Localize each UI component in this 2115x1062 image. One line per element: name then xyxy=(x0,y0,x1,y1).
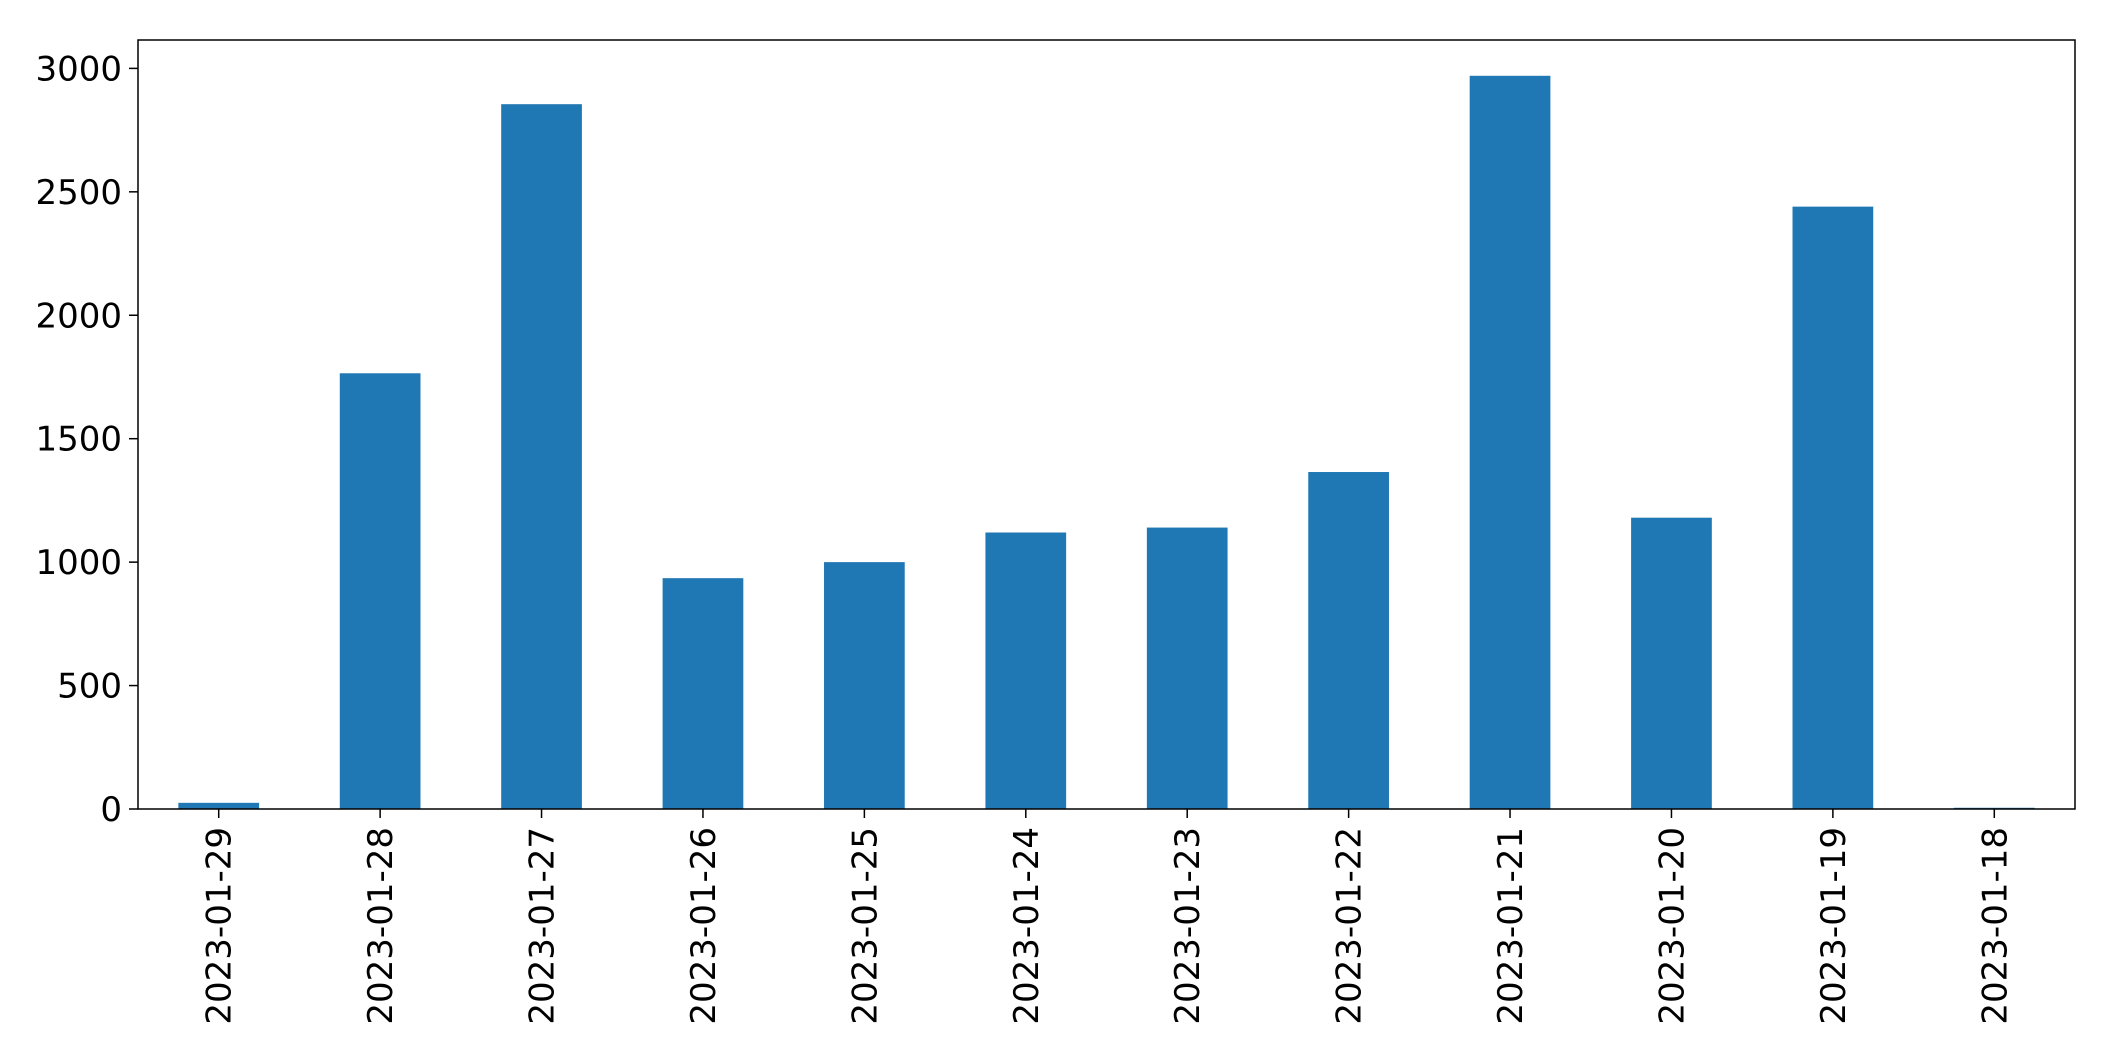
x-tick-label: 2023-01-24 xyxy=(1007,827,1047,1025)
bar xyxy=(339,373,421,809)
bar xyxy=(985,532,1067,809)
bar xyxy=(662,578,744,809)
x-tick-label: 2023-01-22 xyxy=(1330,827,1370,1025)
bar xyxy=(1792,206,1874,810)
x-tick-label: 2023-01-27 xyxy=(523,827,563,1025)
bar xyxy=(178,802,260,809)
y-tick-label: 3000 xyxy=(35,49,122,89)
x-tick-label: 2023-01-21 xyxy=(1491,827,1531,1025)
x-tick-label: 2023-01-20 xyxy=(1652,827,1692,1025)
x-tick-label: 2023-01-26 xyxy=(684,827,724,1025)
plot-frame xyxy=(137,39,2076,810)
bar xyxy=(1469,75,1551,810)
bar xyxy=(824,562,905,809)
y-tick-label: 1500 xyxy=(35,420,122,460)
x-tick-label: 2023-01-18 xyxy=(1975,827,2015,1025)
x-tick-label: 2023-01-25 xyxy=(845,827,885,1025)
x-tick-label: 2023-01-28 xyxy=(361,827,401,1025)
bar xyxy=(1308,472,1389,809)
bar xyxy=(501,104,582,809)
bar xyxy=(1146,527,1228,809)
x-tick-label: 2023-01-29 xyxy=(200,827,240,1025)
y-tick-label: 1000 xyxy=(35,543,122,583)
y-tick-label: 0 xyxy=(100,790,122,830)
bar xyxy=(1631,517,1712,809)
y-tick-label: 500 xyxy=(57,667,122,707)
x-tick-label: 2023-01-23 xyxy=(1168,827,1208,1025)
x-tick-label: 2023-01-19 xyxy=(1814,827,1854,1025)
y-tick-label: 2500 xyxy=(35,173,122,213)
y-tick-label: 2000 xyxy=(35,296,122,336)
